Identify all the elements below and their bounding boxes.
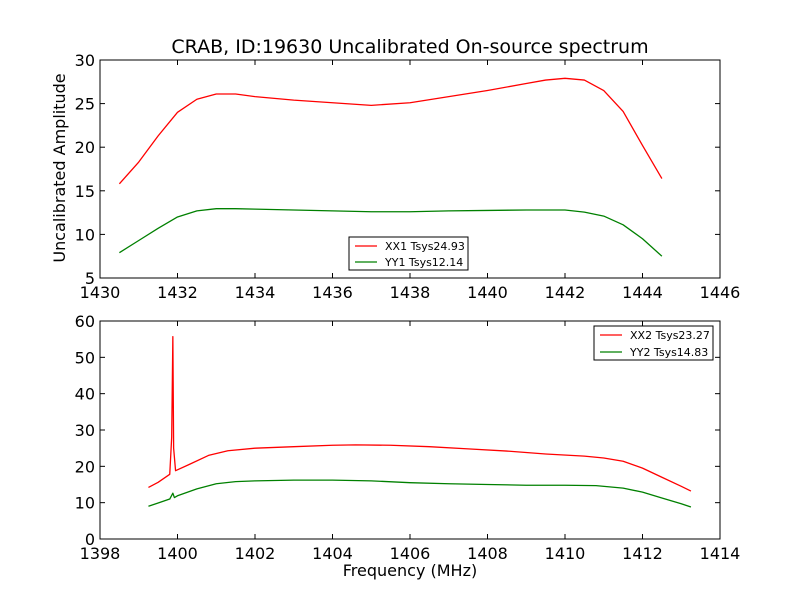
top-legend-yy1-label: YY1 Tsys12.14	[384, 256, 463, 269]
top-y-tick-label: 25	[75, 95, 95, 114]
bottom-x-axis-label: Frequency (MHz)	[343, 561, 477, 580]
top-y-tick-label: 15	[75, 182, 95, 201]
top-x-tick-label: 1438	[390, 283, 431, 302]
bottom-y-tick-label: 40	[75, 385, 95, 404]
bottom-legend: XX2 Tsys23.27 YY2 Tsys14.83	[593, 325, 714, 361]
top-series-line-1	[118, 77, 663, 185]
top-y-tick-label: 5	[85, 269, 95, 288]
bottom-y-tick-label: 60	[75, 312, 95, 331]
bottom-y-tick-label: 0	[85, 530, 95, 549]
top-legend-box	[348, 236, 469, 271]
bottom-x-tick-label: 1400	[157, 544, 198, 563]
bottom-y-tick-label: 30	[75, 421, 95, 440]
bottom-y-tick-label: 10	[75, 494, 95, 513]
bottom-x-tick-label: 1404	[312, 544, 353, 563]
bottom-x-tick-label: 1414	[700, 544, 741, 563]
bottom-x-tick-label: 1410	[545, 544, 586, 563]
top-y-axis-label: Uncalibrated Amplitude	[50, 73, 69, 262]
bottom-x-tick-label: 1398	[80, 544, 121, 563]
bottom-series-line-1	[148, 335, 692, 492]
top-series-line-2	[119, 208, 663, 257]
top-x-tick-label: 1434	[235, 283, 276, 302]
top-y-tick-label: 20	[75, 138, 95, 157]
top-x-tick-label: 1436	[312, 283, 353, 302]
bottom-x-tick-label: 1402	[235, 544, 276, 563]
top-chart-title: CRAB, ID:19630 Uncalibrated On-source sp…	[171, 36, 648, 58]
bottom-panel: Frequency (MHz) 1398 1400 1402 1404 1406 1408…	[75, 312, 741, 580]
top-x-tick-label: 1444	[622, 283, 663, 302]
top-y-tick-label: 10	[75, 225, 95, 244]
top-legend-xx1-label: XX1 Tsys24.93	[385, 240, 465, 253]
top-y-tick-label: 30	[75, 51, 95, 70]
top-x-tick-label: 1432	[157, 283, 198, 302]
bottom-y-tick-label: 50	[75, 348, 95, 367]
top-x-tick-label: 1442	[545, 283, 586, 302]
bottom-legend-yy2-label: YY2 Tsys14.83	[629, 346, 708, 359]
top-plot-area: 1430 1432 1434 1436 1438 1440 1442 1444 1446 5 10 1…	[75, 51, 741, 302]
top-x-tick-label: 1446	[700, 283, 741, 302]
bottom-x-tick-label: 1412	[622, 544, 663, 563]
bottom-y-tick-label: 20	[75, 457, 95, 476]
bottom-legend-xx2-label: XX2 Tsys23.27	[630, 329, 710, 342]
bottom-x-tick-label: 1406	[390, 544, 431, 563]
bottom-series-line-2	[148, 479, 692, 508]
top-panel: CRAB, ID:19630 Uncalibrated On-source sp…	[50, 36, 740, 302]
top-x-tick-label: 1430	[80, 283, 121, 302]
top-legend: XX1 Tsys24.93 YY1 Tsys12.14	[348, 236, 469, 271]
top-x-tick-label: 1440	[467, 283, 508, 302]
bottom-x-tick-label: 1408	[467, 544, 508, 563]
bottom-plot-area: 1398 1400 1402 1404 1406 1408 1410 1412 1414 0 10 2…	[75, 312, 741, 563]
bottom-legend-box	[593, 325, 714, 361]
